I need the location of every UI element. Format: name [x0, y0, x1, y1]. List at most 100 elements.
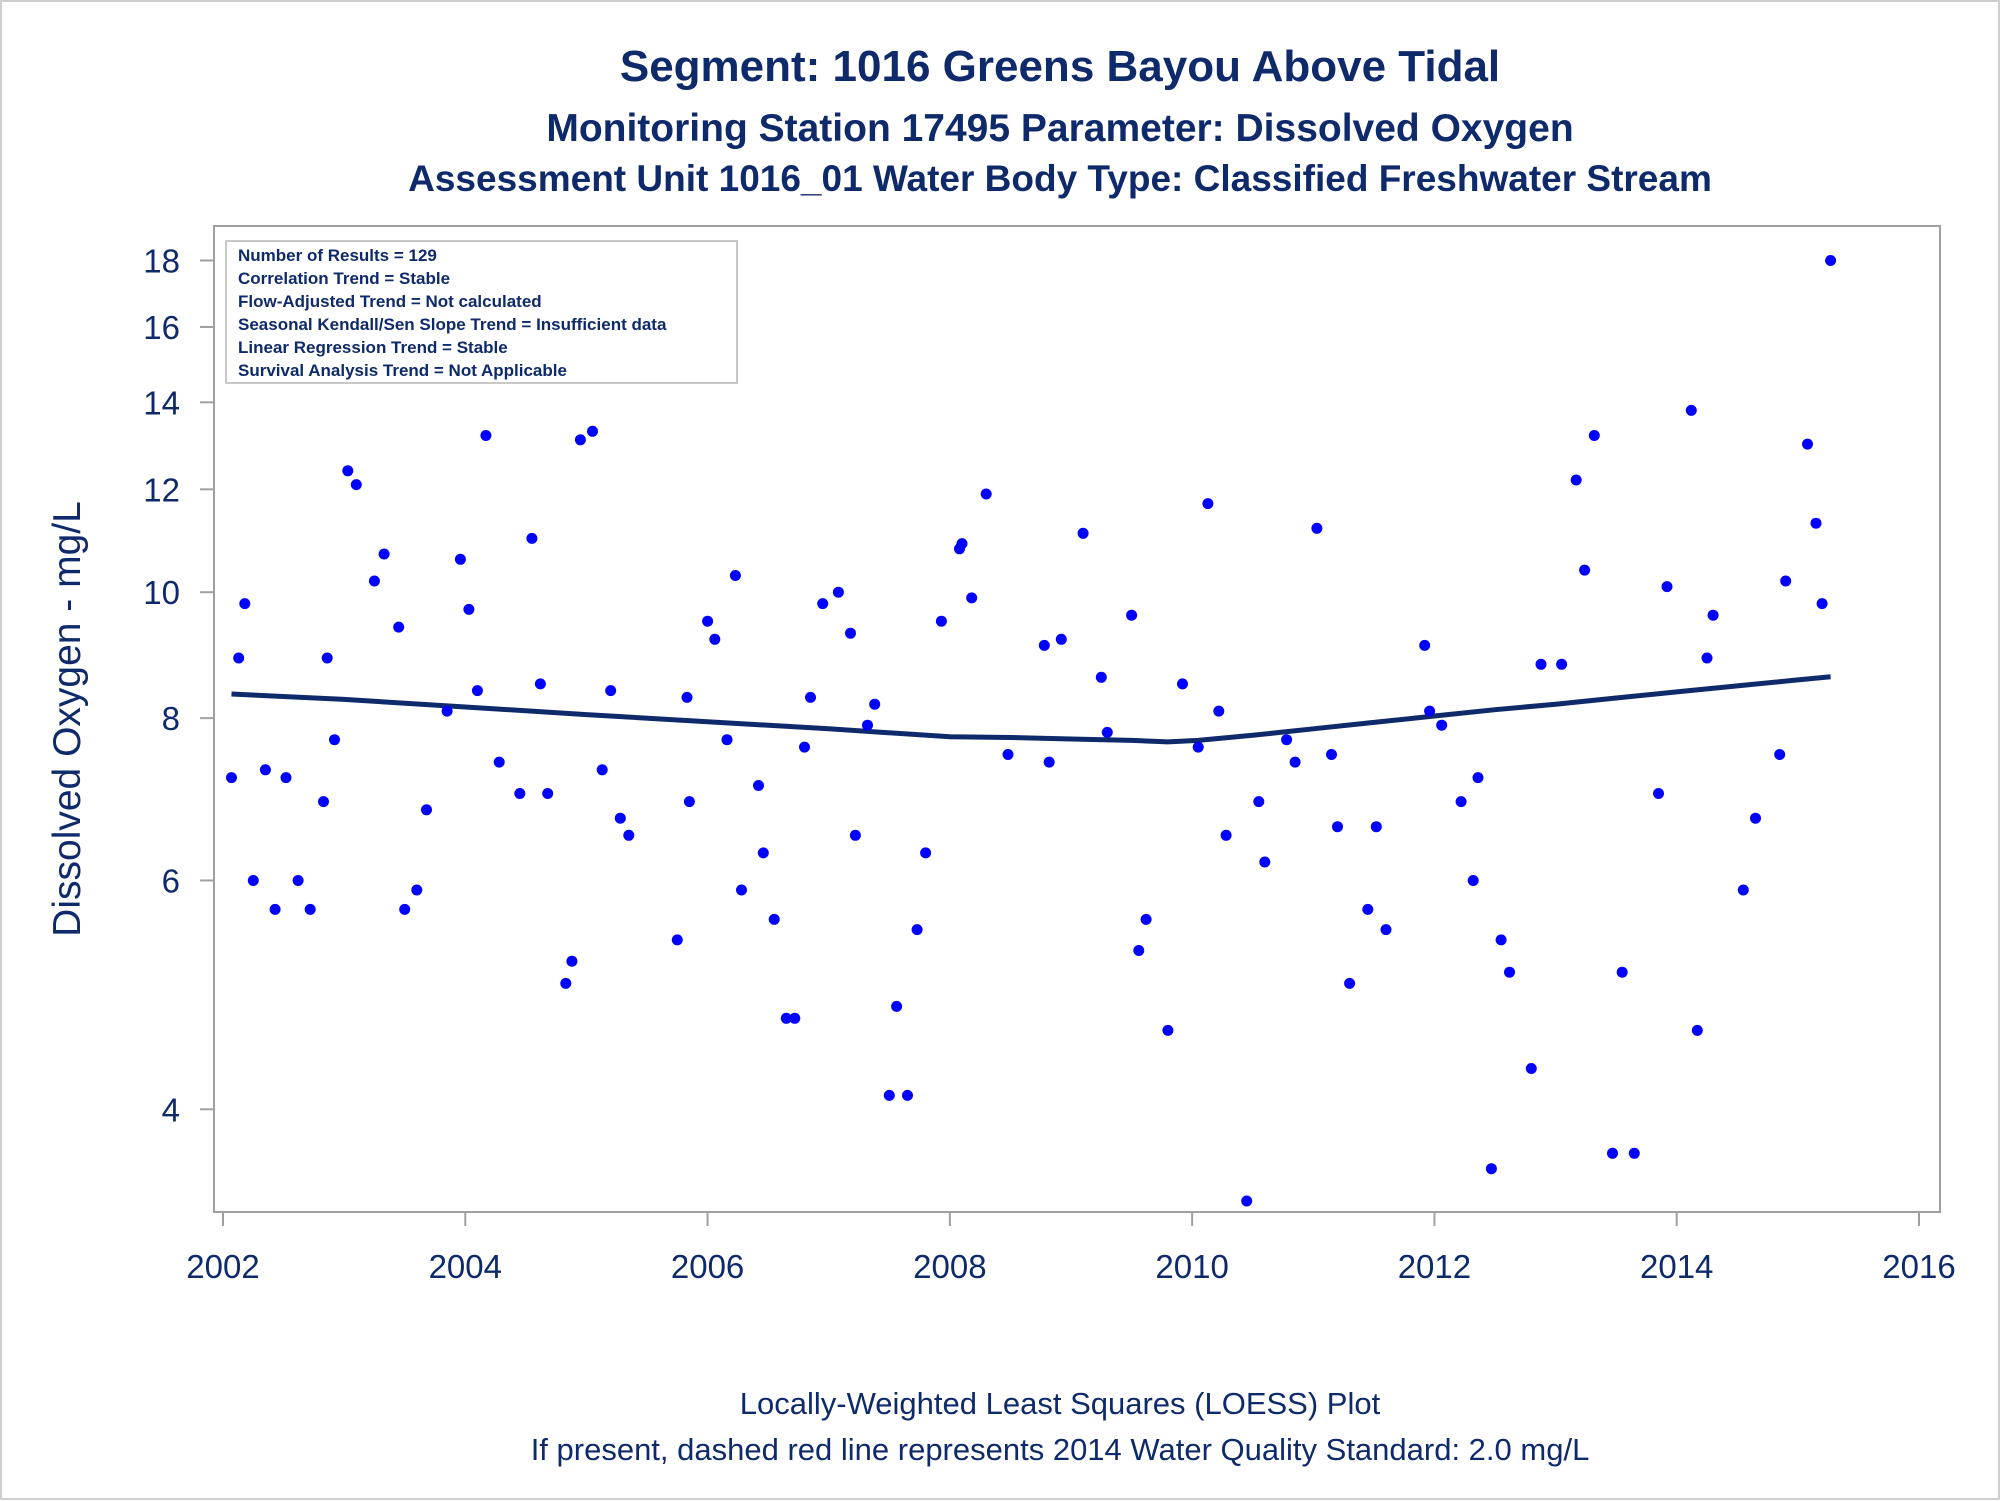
data-point	[1140, 913, 1152, 925]
data-point	[318, 796, 329, 808]
stats-seasonal-kendall-trend: Seasonal Kendall/Sen Slope Trend = Insuf…	[238, 315, 667, 334]
y-tick-label: 6	[162, 862, 180, 899]
data-point	[1380, 924, 1392, 936]
data-point	[1802, 438, 1813, 450]
data-point	[560, 977, 572, 989]
data-point	[1126, 609, 1138, 621]
data-point	[329, 734, 340, 746]
data-point	[342, 465, 354, 477]
data-point	[1332, 821, 1343, 833]
x-tick-label: 2006	[671, 1248, 744, 1285]
data-point	[869, 698, 881, 710]
data-point	[1095, 671, 1107, 683]
x-axis: 2002 2004 2006 2008 2010 2012 2014 2016	[186, 1212, 1956, 1285]
data-point	[935, 615, 947, 627]
y-tick-label: 4	[162, 1091, 180, 1128]
data-point	[1311, 522, 1323, 534]
data-point	[1192, 741, 1204, 753]
data-point	[1055, 633, 1067, 645]
data-point	[1038, 639, 1050, 651]
y-tick-label: 12	[143, 471, 180, 508]
data-point	[1424, 705, 1436, 717]
stats-flow-adjusted-trend: Flow-Adjusted Trend = Not calculated	[238, 292, 542, 311]
data-point	[411, 884, 423, 896]
data-point	[441, 705, 453, 717]
data-point	[1701, 652, 1713, 664]
stats-results-count: Number of Results = 129	[238, 246, 437, 265]
data-point	[980, 488, 992, 500]
chart-subtitle-assessment: Assessment Unit 1016_01 Water Body Type:…	[408, 158, 1712, 199]
stats-linear-regression-trend: Linear Regression Trend = Stable	[238, 338, 508, 357]
y-tick-label: 8	[162, 700, 180, 737]
data-point	[1213, 705, 1225, 717]
data-point	[817, 598, 829, 610]
x-tick-label: 2008	[913, 1248, 986, 1285]
data-point	[1810, 517, 1822, 529]
data-point	[1162, 1024, 1174, 1036]
data-point	[233, 652, 245, 664]
data-point	[683, 796, 695, 808]
data-point	[1816, 598, 1828, 610]
data-point	[1691, 1024, 1703, 1036]
data-point	[480, 430, 492, 441]
data-point	[399, 903, 411, 915]
data-point	[574, 434, 586, 446]
data-point	[493, 756, 505, 768]
y-tick-label: 10	[143, 574, 180, 611]
data-point	[1133, 945, 1145, 956]
stats-box-border	[225, 240, 738, 384]
data-point	[1472, 772, 1484, 784]
data-point	[1628, 1147, 1640, 1159]
data-point	[1579, 564, 1591, 576]
data-point	[805, 691, 816, 703]
data-point	[1737, 884, 1749, 896]
data-point	[587, 425, 598, 437]
data-point	[526, 532, 538, 544]
data-point	[1419, 639, 1431, 651]
data-point	[1525, 1063, 1537, 1074]
data-point	[1707, 609, 1719, 621]
data-point	[1370, 821, 1382, 833]
data-point	[832, 586, 844, 598]
data-point	[1259, 856, 1271, 868]
x-tick-label: 2002	[186, 1248, 259, 1285]
data-point	[304, 903, 316, 915]
data-point	[1455, 796, 1467, 808]
data-point	[1202, 498, 1214, 510]
data-point	[757, 847, 769, 859]
data-point	[454, 553, 466, 565]
data-point	[671, 934, 683, 946]
footnote-loess: Locally-Weighted Least Squares (LOESS) P…	[740, 1386, 1381, 1421]
stats-box: Number of Results = 129 Correlation Tren…	[225, 240, 738, 384]
data-point	[1485, 1163, 1497, 1175]
data-point	[514, 788, 526, 799]
data-point	[1436, 719, 1448, 731]
data-point	[596, 764, 608, 776]
data-point	[463, 603, 475, 615]
data-point	[1774, 749, 1786, 760]
data-point	[1253, 796, 1265, 808]
data-point	[1077, 527, 1089, 539]
data-point	[226, 772, 237, 784]
data-point	[421, 804, 432, 816]
data-point	[1220, 829, 1232, 841]
data-point	[780, 1012, 792, 1024]
data-point	[1495, 934, 1507, 946]
data-points	[226, 255, 1837, 1207]
data-point	[681, 691, 693, 703]
data-point	[1825, 255, 1837, 266]
data-point	[1289, 756, 1301, 768]
data-point	[753, 780, 764, 791]
data-point	[1750, 812, 1761, 824]
data-point	[566, 955, 578, 967]
footnote-standard: If present, dashed red line represents 2…	[531, 1432, 1590, 1467]
data-point	[966, 592, 978, 604]
data-point	[956, 538, 968, 550]
data-point	[1467, 875, 1479, 886]
data-point	[1504, 966, 1515, 978]
data-point	[1570, 474, 1582, 486]
x-tick-label: 2012	[1398, 1248, 1471, 1285]
data-point	[709, 633, 721, 645]
